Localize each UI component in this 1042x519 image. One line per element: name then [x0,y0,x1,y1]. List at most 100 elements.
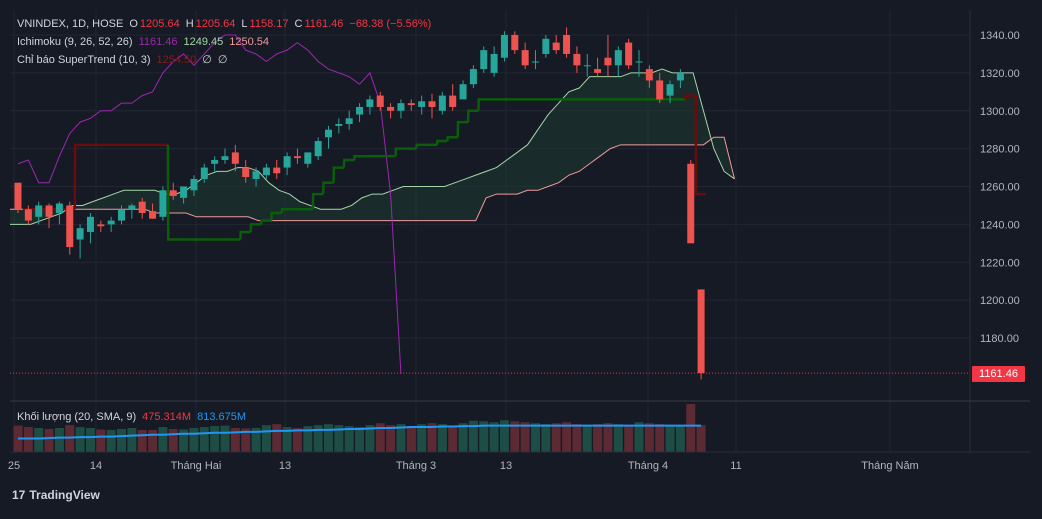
open-label: O [129,18,138,30]
volume-bar [675,426,685,452]
supertrend-segment [477,98,489,111]
supertrend-segment [270,211,282,221]
x-tick-label: Tháng Hai [171,460,222,472]
candle-body [55,203,63,214]
x-tick-label: Tháng Năm [861,460,918,472]
volume-bar [582,425,592,452]
supertrend-value-1: 1254.50 [156,54,197,66]
candle-body [532,61,539,63]
candle-body [283,156,291,168]
y-tick-label: 1300.00 [980,106,1020,118]
candle-body [656,80,664,100]
volume-bar [448,425,458,452]
ichimoku-cloud [10,68,735,225]
axes: 1340.00 1320.00 1300.00 1280.00 1260.00 1240.… [8,10,1030,472]
candle-body [107,220,115,225]
candle-body [407,103,415,106]
volume-bar [241,428,251,452]
volume-bar [106,429,116,452]
supertrend-segment [456,120,469,138]
candle-body [563,35,571,54]
supertrend-segment [694,95,707,196]
supertrend-segment [166,144,179,241]
volume-bar [137,429,147,452]
high-value: 1205.64 [195,18,236,30]
volume-value-2: 813.675M [197,411,247,423]
y-tick-label: 1180.00 [980,333,1019,345]
tradingview-logo-icon: 17 [12,488,26,502]
candle-body [376,95,384,107]
candle-body [397,103,405,111]
candle-body [149,211,157,219]
cloud-fill [10,69,735,225]
volume-bar [427,423,437,452]
candle-body [511,35,519,51]
candle-body [128,205,136,210]
supertrend-segment [321,181,334,195]
symbol-label[interactable]: VNINDEX, 1D, HOSE [17,18,124,30]
candle-body [594,69,602,73]
supertrend-segment [684,94,696,100]
supertrend-segment [435,139,448,145]
volume-bar [417,424,427,452]
volume-bar [479,421,489,452]
candle-body [459,84,467,100]
volume-bar [324,424,333,452]
candle-body [625,42,633,66]
supertrend-segment [259,219,272,225]
close-value: 1161.46 [304,18,344,30]
brand-name: TradingView [29,488,100,502]
candle-body [449,95,457,107]
candle-body [666,84,674,96]
candle-body [66,205,74,248]
volume-bar [303,426,313,452]
candle-body [345,118,353,125]
volume-bar [96,429,106,452]
volume-bar [520,422,530,452]
volume-series [13,404,706,452]
volume-bar [686,404,696,452]
supertrend-segment [280,207,293,214]
change-value: −68.38 (−5.56%) [349,18,432,30]
candle-body [24,209,32,221]
volume-bar [355,427,365,452]
x-tick-label: 13 [500,460,512,472]
legend-supertrend[interactable]: Chỉ báo SuperTrend (10, 3) 1254.50 ∅ ∅ [17,53,233,67]
candle-body [86,216,94,232]
volume-bar [468,420,478,452]
legend-volume[interactable]: Khối lượng (20, SMA, 9) 475.314M 813.675M [17,410,252,424]
candle-body [252,171,260,179]
candle-body [138,201,146,214]
volume-bar [655,424,665,452]
volume-bar [551,423,561,452]
y-tick-label: 1200.00 [980,295,1020,307]
supertrend-segment [73,143,86,210]
candle-body [614,50,622,66]
volume-bar [220,425,230,452]
x-tick-label: 13 [279,460,291,472]
candle-body [438,95,446,111]
volume-bar [489,422,499,452]
candle-body [293,156,301,159]
volume-bar [199,427,209,452]
tradingview-logo[interactable]: 17 TradingView [12,488,100,502]
candle-body [180,186,188,198]
volume-bar [210,426,220,452]
volume-bar [127,428,137,452]
ichimoku-value-3: 1250.54 [229,36,270,48]
legend-ichimoku[interactable]: Ichimoku (9, 26, 52, 26) 1161.46 1249.45 12… [17,35,275,49]
candle-body [687,163,695,244]
candle-body [387,106,395,111]
volume-bar [189,428,199,452]
volume-bar [44,428,54,452]
volume-bar [75,427,85,452]
candle-body [366,99,374,107]
volume-bar [148,429,158,452]
volume-bar [613,424,623,452]
volume-bar [603,423,613,452]
candle-body [35,205,43,217]
volume-bar [665,425,675,452]
volume-bar [85,428,95,452]
